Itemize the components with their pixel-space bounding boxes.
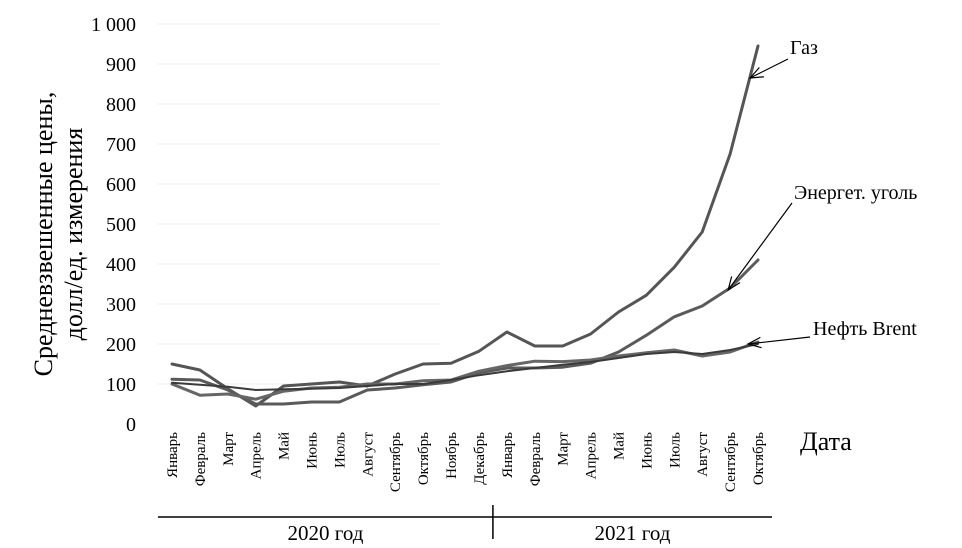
month-label: Октябрь — [416, 432, 432, 485]
y-tick-label: 100 — [106, 374, 136, 396]
arrow-head — [746, 336, 762, 349]
y-tick-label: 1 000 — [91, 14, 136, 36]
month-label: Август — [695, 432, 711, 477]
month-label: Март — [221, 432, 237, 466]
y-tick-label: 800 — [106, 94, 136, 116]
month-label: Март — [556, 432, 572, 466]
x-axis-label: Дата — [800, 427, 852, 456]
month-label: Май — [277, 432, 293, 460]
y-axis-label: Средневзвешенные цены,долл/ед. измерения — [29, 92, 88, 377]
arrow-head — [748, 67, 765, 79]
month-label: Февраль — [193, 432, 209, 486]
annotation-arrow — [727, 202, 793, 291]
y-tick-labels: 0 100 200 300 400 500 600 700 800 900 1 000 — [91, 14, 136, 436]
month-label: Июль — [667, 432, 683, 468]
month-label: Сентябрь — [723, 432, 739, 492]
y-tick-label: 400 — [106, 254, 136, 276]
month-label: Июнь — [305, 432, 321, 469]
y-tick-label: 500 — [106, 214, 136, 236]
y-tick-label: 0 — [126, 414, 136, 436]
arrow-head — [727, 276, 741, 292]
x-axis: Январь Февраль Март Апрель Май Июнь Июль Август… — [158, 432, 772, 545]
month-label: Август — [360, 432, 376, 477]
month-label: Октябрь — [751, 432, 767, 485]
month-label: Январь — [500, 432, 516, 478]
series-line-3 — [170, 340, 760, 401]
annotation-arrow — [747, 336, 811, 345]
month-label: Январь — [165, 432, 181, 478]
month-label: Ноябрь — [444, 432, 460, 479]
month-label: Апрель — [584, 432, 600, 480]
month-label: Декабрь — [472, 432, 488, 485]
y-tick-label: 900 — [106, 54, 136, 76]
series-line-4 — [171, 343, 759, 391]
y-tick-label: 600 — [106, 174, 136, 196]
annotations: Газ Энергет. уголь Нефть Brent — [727, 37, 917, 349]
annotation-label: Газ — [790, 37, 818, 59]
annotation-label: Нефть Brent — [813, 318, 917, 340]
year-label: 2020 год — [287, 521, 363, 545]
gridlines — [158, 23, 440, 385]
month-label: Июнь — [639, 432, 655, 469]
series-line-2 — [170, 258, 760, 406]
y-tick-label: 200 — [106, 334, 136, 356]
month-label: Апрель — [249, 432, 265, 480]
month-label: Сентябрь — [388, 432, 404, 492]
year-label: 2021 год — [594, 521, 670, 545]
month-label: Май — [612, 432, 628, 460]
series-lines — [170, 44, 760, 408]
annotation-arrow — [749, 58, 789, 79]
month-label: Июль — [332, 432, 348, 468]
y-tick-label: 700 — [106, 134, 136, 156]
y-tick-label: 300 — [106, 294, 136, 316]
annotation-label: Энергет. уголь — [794, 182, 917, 204]
month-label: Февраль — [528, 432, 544, 486]
